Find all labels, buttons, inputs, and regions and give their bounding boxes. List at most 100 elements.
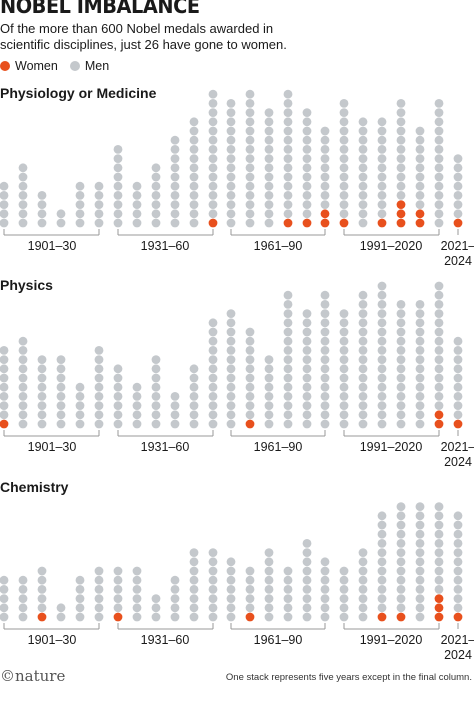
dot-men bbox=[320, 373, 330, 383]
dot-men bbox=[189, 191, 199, 200]
dot-men bbox=[434, 145, 444, 154]
dot-men bbox=[226, 99, 236, 108]
dot-men bbox=[415, 557, 425, 567]
dot-men bbox=[208, 126, 218, 136]
dot-men bbox=[283, 575, 293, 585]
dot-women bbox=[302, 218, 312, 228]
dot-men bbox=[377, 520, 387, 530]
legend: Women Men bbox=[0, 59, 121, 73]
chart-title: NOBEL IMBALANCE bbox=[0, 0, 200, 18]
dot-men bbox=[132, 392, 142, 401]
legend-swatch-men bbox=[69, 61, 80, 71]
dot-men bbox=[245, 364, 255, 374]
dot-men bbox=[320, 364, 330, 374]
dot-men bbox=[113, 163, 123, 173]
dot-men bbox=[302, 318, 312, 328]
dot-men bbox=[245, 382, 255, 392]
dot-men bbox=[453, 392, 463, 401]
dot-men bbox=[283, 318, 293, 328]
dot-men bbox=[94, 218, 104, 228]
dot-women bbox=[396, 200, 406, 210]
dot-men bbox=[226, 309, 236, 318]
dot-men bbox=[56, 373, 66, 383]
dot-men bbox=[377, 181, 387, 191]
dot-men bbox=[377, 281, 387, 291]
dot-men bbox=[151, 594, 161, 603]
dot-men bbox=[245, 585, 255, 594]
dot-men bbox=[37, 585, 47, 594]
dot-men bbox=[132, 209, 142, 219]
dot-men bbox=[208, 566, 218, 576]
tick-label: 1991–2020 bbox=[360, 239, 423, 253]
dot-men bbox=[94, 419, 104, 429]
dot-men bbox=[302, 117, 312, 127]
dot-men bbox=[377, 594, 387, 603]
dot-men bbox=[0, 594, 9, 603]
dot-men bbox=[302, 355, 312, 364]
dot-men bbox=[396, 401, 406, 410]
dot-men bbox=[283, 410, 293, 420]
dot-men bbox=[302, 585, 312, 594]
dot-men bbox=[434, 548, 444, 557]
tick-label: 1991–2020 bbox=[360, 440, 423, 454]
dot-men bbox=[37, 392, 47, 401]
dot-men bbox=[339, 336, 349, 346]
dot-men bbox=[358, 575, 368, 585]
dot-men bbox=[245, 566, 255, 576]
dot-men bbox=[189, 419, 199, 429]
dot-men bbox=[396, 355, 406, 364]
dot-men bbox=[18, 575, 28, 585]
dot-men bbox=[415, 191, 425, 200]
dot-men bbox=[302, 612, 312, 622]
dot-men bbox=[264, 612, 274, 622]
dot-men bbox=[415, 172, 425, 182]
dot-men bbox=[151, 419, 161, 429]
dot-men bbox=[264, 145, 274, 154]
dot-men bbox=[358, 364, 368, 374]
dot-men bbox=[132, 410, 142, 420]
dot-men bbox=[377, 209, 387, 219]
dot-men bbox=[302, 209, 312, 219]
dot-men bbox=[264, 566, 274, 576]
dot-men bbox=[283, 585, 293, 594]
dot-men bbox=[415, 548, 425, 557]
dot-men bbox=[339, 612, 349, 622]
dot-men bbox=[283, 603, 293, 613]
dot-men bbox=[302, 309, 312, 318]
dot-men bbox=[415, 181, 425, 191]
dot-men bbox=[339, 145, 349, 154]
dot-men bbox=[189, 382, 199, 392]
dot-men bbox=[358, 209, 368, 219]
dot-men bbox=[0, 191, 9, 200]
dot-men bbox=[302, 154, 312, 164]
dot-men bbox=[226, 154, 236, 164]
dot-men bbox=[339, 382, 349, 392]
dot-men bbox=[226, 557, 236, 567]
dot-men bbox=[320, 410, 330, 420]
dot-men bbox=[339, 135, 349, 145]
dot-women bbox=[434, 419, 444, 429]
dot-men bbox=[226, 594, 236, 603]
dot-men bbox=[94, 209, 104, 219]
dot-men bbox=[377, 154, 387, 164]
dot-men bbox=[189, 410, 199, 420]
dot-men bbox=[415, 364, 425, 374]
dot-men bbox=[358, 612, 368, 622]
dot-men bbox=[358, 373, 368, 383]
dot-men bbox=[339, 346, 349, 355]
dot-men bbox=[415, 373, 425, 383]
dot-men bbox=[226, 382, 236, 392]
dot-men bbox=[415, 612, 425, 622]
dot-men bbox=[358, 419, 368, 429]
dot-men bbox=[302, 566, 312, 576]
dot-men bbox=[377, 410, 387, 420]
dot-men bbox=[37, 364, 47, 374]
dot-men bbox=[283, 346, 293, 355]
dot-men bbox=[18, 603, 28, 613]
dot-men bbox=[396, 566, 406, 576]
dot-men bbox=[377, 401, 387, 410]
dot-men bbox=[264, 557, 274, 567]
dot-men bbox=[151, 355, 161, 364]
dot-men bbox=[132, 612, 142, 622]
dot-men bbox=[245, 392, 255, 401]
